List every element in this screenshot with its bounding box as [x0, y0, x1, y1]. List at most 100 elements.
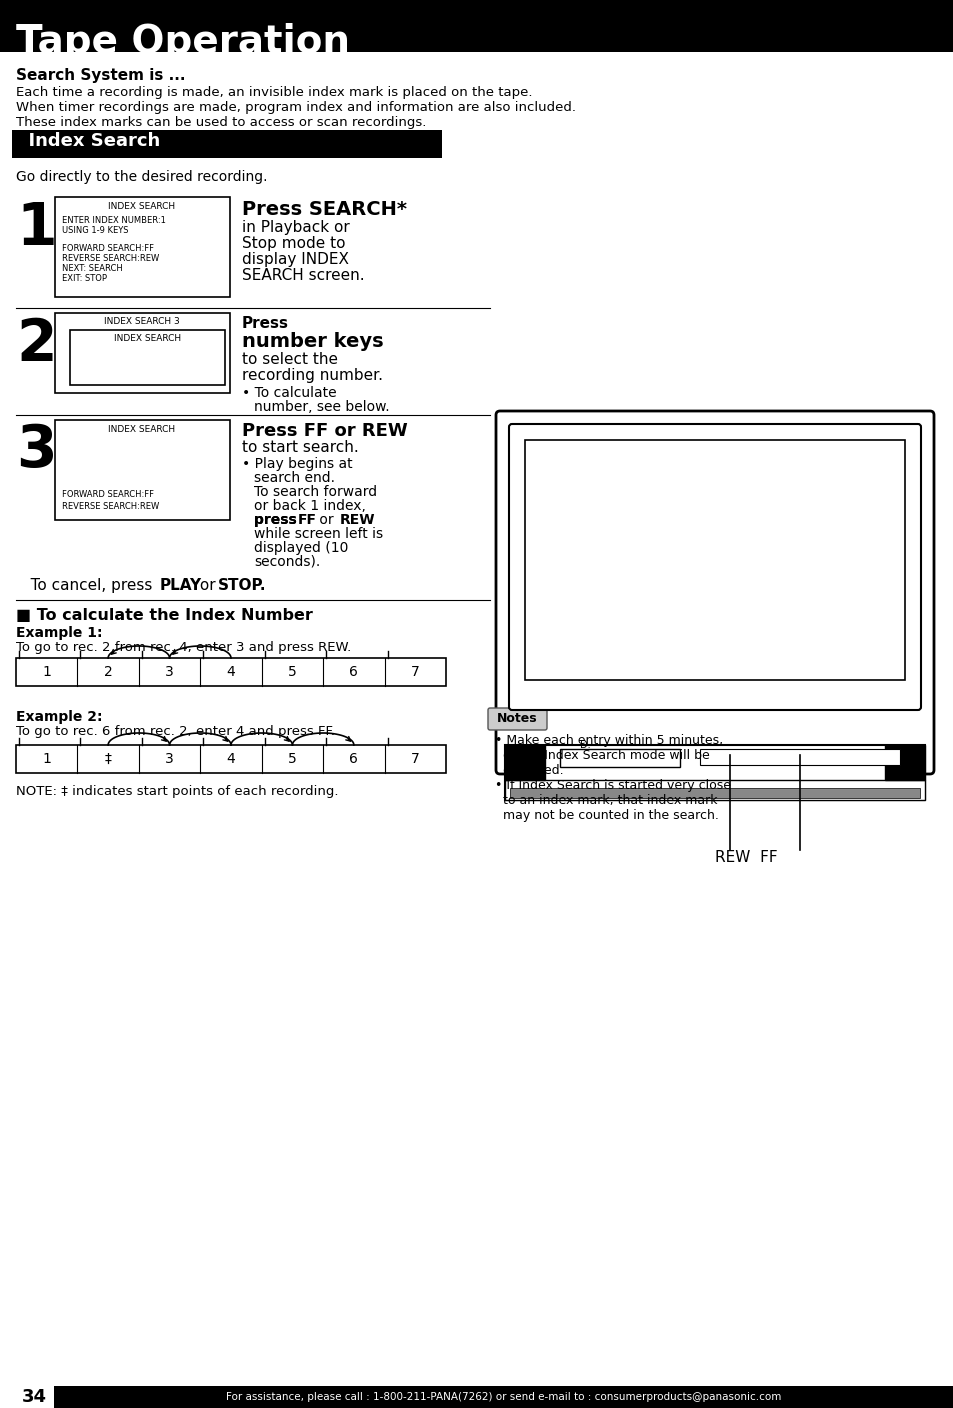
Text: NEXT: SEARCH: NEXT: SEARCH	[62, 265, 123, 273]
Text: 1: 1	[42, 752, 51, 766]
Text: 2: 2	[16, 315, 56, 373]
Text: Example 1:: Example 1:	[16, 627, 102, 641]
Bar	[524, 439, 904, 680]
Text: FF: FF	[297, 513, 316, 527]
Text: 6: 6	[349, 752, 358, 766]
Text: INDEX SEARCH: INDEX SEARCH	[109, 201, 175, 211]
Text: 1: 1	[16, 200, 56, 258]
Text: FORWARD SEARCH:FF: FORWARD SEARCH:FF	[62, 244, 153, 253]
Text: to start search.: to start search.	[242, 439, 358, 455]
Text: 5: 5	[288, 752, 296, 766]
Bar	[55, 420, 230, 520]
Text: INDEX SEARCH 3: INDEX SEARCH 3	[104, 317, 180, 327]
Bar	[504, 780, 924, 800]
Text: to select the: to select the	[242, 352, 337, 367]
Text: ■ To calculate the Index Number: ■ To calculate the Index Number	[16, 608, 313, 622]
FancyBboxPatch shape	[509, 424, 920, 710]
Text: PLAY: PLAY	[160, 579, 202, 593]
Text: To go to rec. 6 from rec. 2, enter 4 and press FF.: To go to rec. 6 from rec. 2, enter 4 and…	[16, 725, 335, 738]
Text: SEARCH screen.: SEARCH screen.	[242, 268, 364, 283]
Text: displayed (10: displayed (10	[253, 541, 348, 555]
Text: in Playback or: in Playback or	[242, 220, 350, 235]
Text: 1: 1	[42, 665, 51, 679]
Text: 6: 6	[349, 665, 358, 679]
Text: 7: 7	[411, 752, 419, 766]
Text: while screen left is: while screen left is	[253, 527, 383, 541]
Text: Press FF or REW: Press FF or REW	[242, 422, 407, 439]
Text: INDEX SEARCH: INDEX SEARCH	[114, 334, 181, 344]
Text: 3: 3	[16, 422, 56, 479]
Text: REVERSE SEARCH:REW: REVERSE SEARCH:REW	[62, 253, 159, 263]
Text: REW  FF: REW FF	[714, 850, 777, 865]
Text: 3: 3	[165, 665, 173, 679]
Text: seconds).: seconds).	[253, 555, 320, 569]
Text: Go directly to the desired recording.: Go directly to the desired recording.	[16, 170, 267, 184]
Text: FORWARD SEARCH:FF: FORWARD SEARCH:FF	[62, 490, 153, 498]
Text: 7: 7	[411, 665, 419, 679]
Text: or the Index Search mode will be: or the Index Search mode will be	[495, 749, 709, 762]
Text: REVERSE SEARCH:REW: REVERSE SEARCH:REW	[62, 503, 159, 511]
Text: may not be counted in the search.: may not be counted in the search.	[495, 810, 719, 822]
Text: • To calculate: • To calculate	[242, 386, 336, 400]
Text: To cancel, press: To cancel, press	[16, 579, 157, 593]
Bar	[700, 749, 899, 765]
Bar	[16, 745, 446, 773]
Text: These index marks can be used to access or scan recordings.: These index marks can be used to access …	[16, 115, 426, 130]
Text: search end.: search end.	[253, 472, 335, 484]
Text: • Make each entry within 5 minutes,: • Make each entry within 5 minutes,	[495, 734, 722, 748]
Bar	[16, 658, 446, 686]
Text: number, see below.: number, see below.	[253, 400, 389, 414]
Text: 4: 4	[227, 665, 235, 679]
FancyBboxPatch shape	[488, 708, 546, 729]
Text: 2: 2	[104, 665, 112, 679]
Text: or: or	[194, 579, 220, 593]
Bar	[0, 0, 953, 52]
Text: Tape Operation: Tape Operation	[16, 23, 350, 61]
Text: 34: 34	[22, 1388, 47, 1407]
Text: Example 2:: Example 2:	[16, 710, 102, 724]
Text: To search forward: To search forward	[253, 484, 376, 498]
Text: Stop mode to: Stop mode to	[242, 237, 345, 251]
Bar	[884, 745, 924, 780]
Bar	[504, 745, 544, 780]
Text: or back 1 index,: or back 1 index,	[253, 498, 366, 513]
Bar	[504, 745, 924, 800]
Text: press: press	[253, 513, 301, 527]
Text: • Play begins at: • Play begins at	[242, 458, 353, 472]
Text: press: press	[253, 513, 301, 527]
Text: STOP.: STOP.	[218, 579, 266, 593]
Bar	[70, 329, 225, 384]
Text: 4: 4	[227, 752, 235, 766]
Text: USING 1-9 KEYS: USING 1-9 KEYS	[62, 227, 129, 235]
Text: INDEX SEARCH: INDEX SEARCH	[109, 425, 175, 434]
Text: When timer recordings are made, program index and information are also included.: When timer recordings are made, program …	[16, 101, 576, 114]
Text: to an index mark, that index mark: to an index mark, that index mark	[495, 794, 717, 807]
Text: Each time a recording is made, an invisible index mark is placed on the tape.: Each time a recording is made, an invisi…	[16, 86, 532, 99]
Bar	[510, 788, 919, 798]
Text: EXIT: STOP: EXIT: STOP	[62, 275, 107, 283]
Bar	[559, 749, 679, 767]
Bar	[54, 1385, 953, 1408]
Text: ‡: ‡	[105, 752, 112, 766]
Text: To go to rec. 2 from rec. 4, enter 3 and press REW.: To go to rec. 2 from rec. 4, enter 3 and…	[16, 641, 351, 653]
Text: 3: 3	[165, 752, 173, 766]
Text: recording number.: recording number.	[242, 367, 382, 383]
Text: Press SEARCH*: Press SEARCH*	[242, 200, 407, 220]
Bar	[55, 197, 230, 297]
Bar	[12, 130, 441, 158]
Text: canceled.: canceled.	[495, 765, 563, 777]
Text: number keys: number keys	[242, 332, 383, 351]
Text: 5: 5	[288, 665, 296, 679]
Text: • If Index Search is started very close: • If Index Search is started very close	[495, 779, 730, 791]
Text: Notes: Notes	[497, 712, 537, 725]
Text: NOTE: ‡ indicates start points of each recording.: NOTE: ‡ indicates start points of each r…	[16, 786, 338, 798]
Text: display INDEX: display INDEX	[242, 252, 349, 268]
Text: Press: Press	[242, 315, 289, 331]
Text: REW: REW	[339, 513, 375, 527]
Text: Search System is ...: Search System is ...	[16, 68, 185, 83]
Text: ENTER INDEX NUMBER:1: ENTER INDEX NUMBER:1	[62, 215, 166, 225]
Text: or: or	[314, 513, 337, 527]
Bar	[55, 313, 230, 393]
Text: D.: D.	[579, 741, 590, 750]
FancyBboxPatch shape	[496, 411, 933, 774]
